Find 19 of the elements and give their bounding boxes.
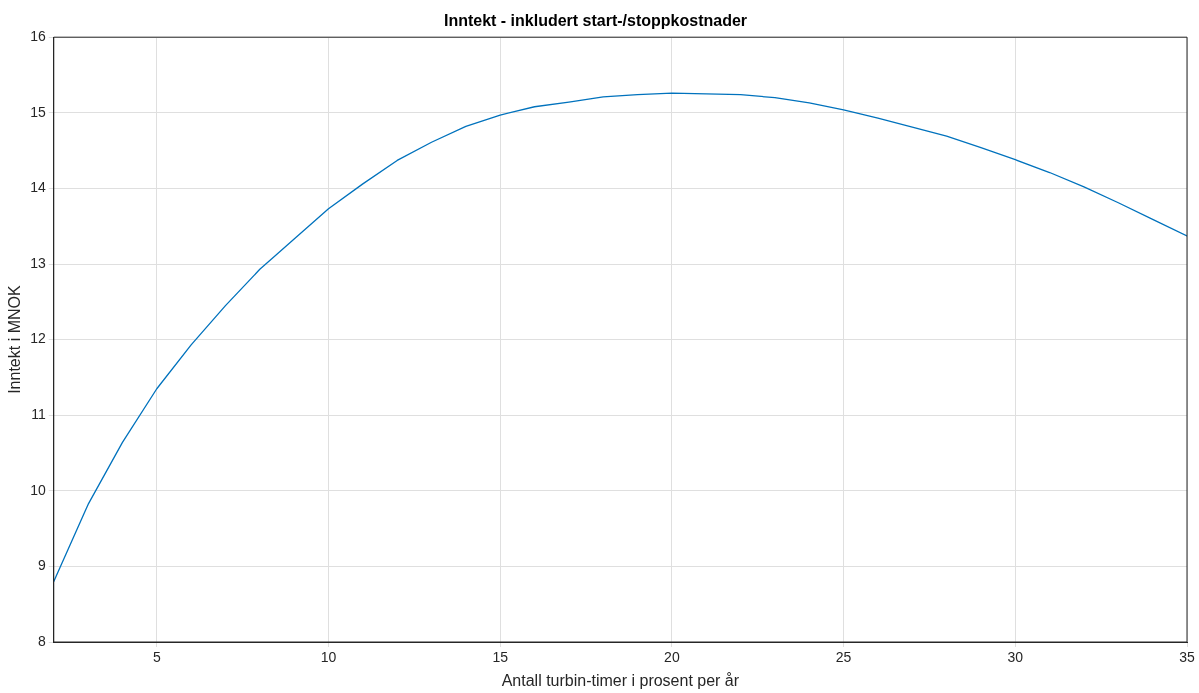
x-tick-label: 25 [835, 649, 852, 666]
y-tick-label: 15 [30, 103, 46, 120]
y-tick-label: 8 [37, 632, 46, 649]
y-tick-label: 9 [37, 557, 46, 574]
x-tick-label: 20 [664, 649, 680, 666]
y-axis-title: Inntekt i MNOK [6, 285, 24, 394]
x-tick-label: 30 [1007, 649, 1024, 666]
y-tick-label: 11 [31, 406, 46, 423]
x-tick-label: 10 [320, 649, 337, 666]
x-tick-label: 5 [152, 649, 161, 666]
x-tick-label: 15 [492, 649, 509, 666]
y-tick-label: 14 [30, 179, 46, 196]
x-axis-title: Antall turbin-timer i prosent per år [501, 671, 740, 689]
y-tick-label: 13 [30, 254, 46, 271]
y-tick-label: 16 [30, 28, 46, 45]
y-tick-label: 10 [30, 481, 46, 498]
x-tick-label: 35 [1179, 649, 1195, 666]
y-tick-label: 12 [30, 330, 46, 347]
chart-title: Inntekt - inkludert start-/stoppkostnader [443, 12, 748, 30]
